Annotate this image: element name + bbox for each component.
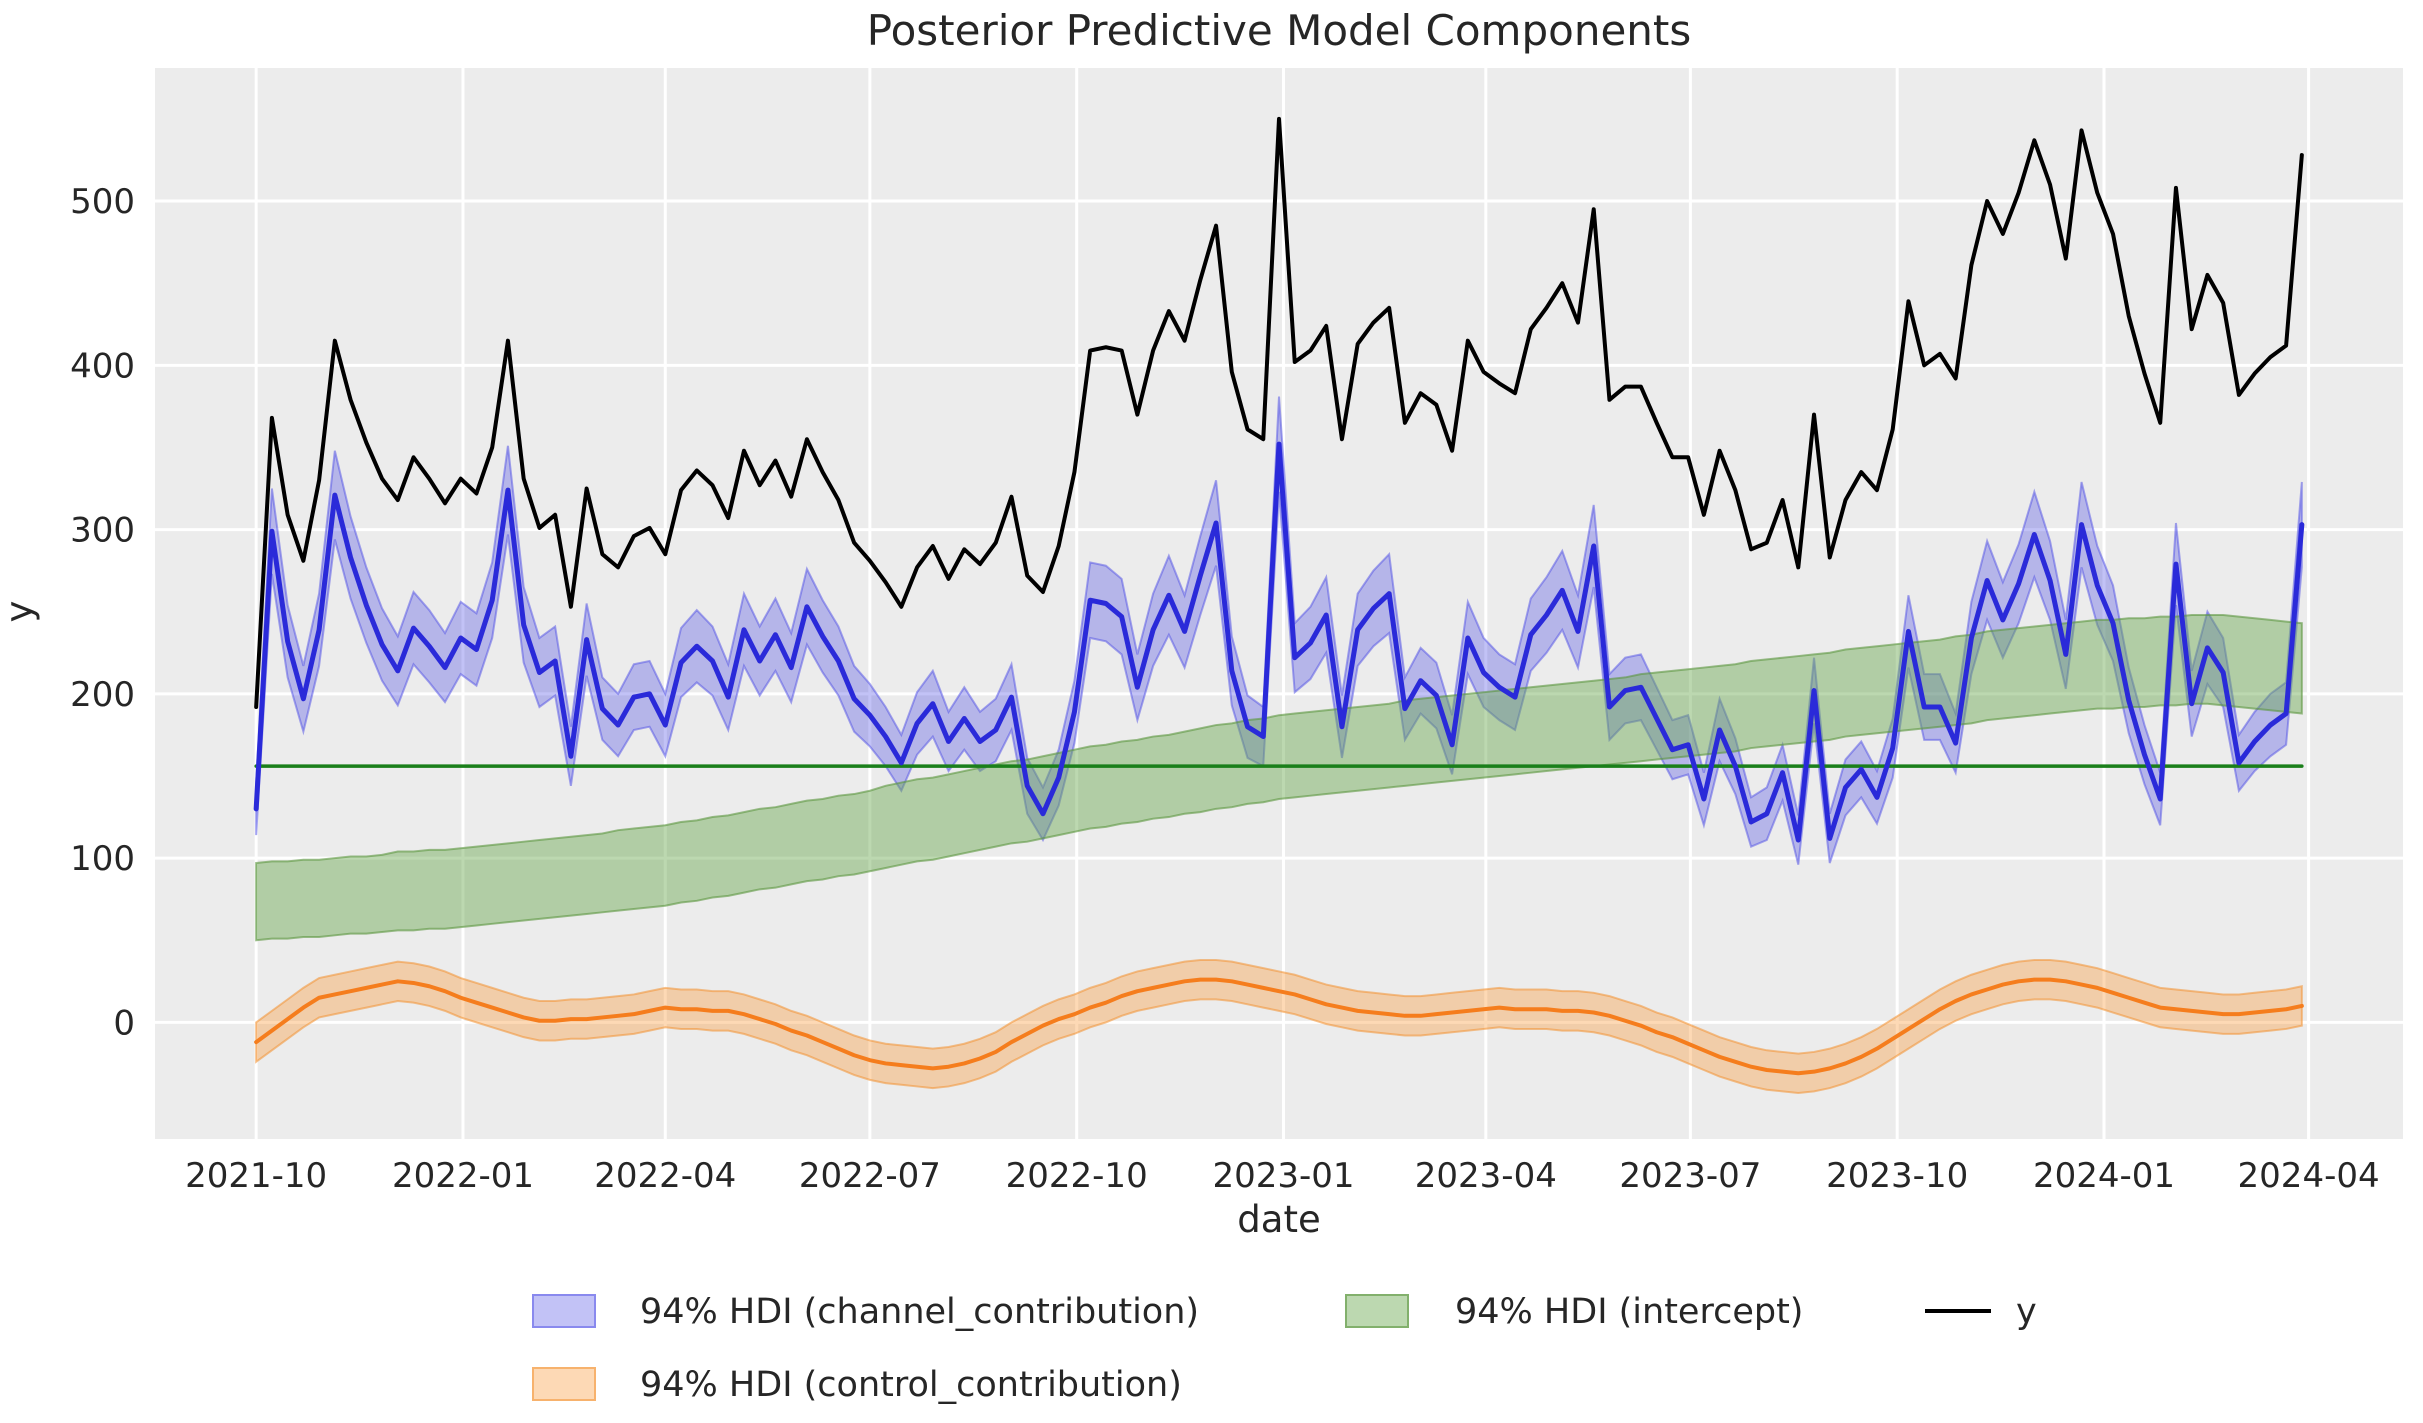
- x-tick-label: 2021-10: [185, 1156, 327, 1196]
- x-tick-label: 2023-07: [1619, 1156, 1761, 1196]
- y-axis-tick-labels: 0 100 200 300 400 500: [70, 182, 135, 1043]
- legend-label-channel: 94% HDI (channel_contribution): [640, 1292, 1200, 1332]
- y-tick-label: 100: [70, 839, 135, 879]
- y-tick-label: 300: [70, 511, 135, 551]
- x-tick-label: 2022-07: [799, 1156, 941, 1196]
- x-axis-tick-labels: 2021-10 2022-01 2022-04 2022-07 2022-10 2023-…: [185, 1156, 2379, 1196]
- legend-swatch-intercept: [1345, 1294, 1409, 1328]
- legend-swatch-control: [532, 1367, 596, 1401]
- legend-label-y: y: [2016, 1292, 2037, 1332]
- legend-label-control: 94% HDI (control_contribution): [640, 1365, 1182, 1405]
- y-tick-label: 200: [70, 675, 135, 715]
- x-tick-label: 2023-10: [1826, 1156, 1968, 1196]
- x-axis-label: date: [1237, 1198, 1321, 1241]
- y-tick-label: 400: [70, 346, 135, 386]
- y-observed-line: [254, 116, 2304, 709]
- legend-label-intercept: 94% HDI (intercept): [1455, 1292, 1804, 1332]
- y-axis-label: y: [0, 600, 41, 623]
- x-tick-label: 2024-01: [2033, 1156, 2175, 1196]
- channel-contribution-line: [253, 441, 2305, 843]
- x-tick-label: 2022-04: [594, 1156, 736, 1196]
- y-tick-label: 500: [70, 182, 135, 222]
- chart-title: Posterior Predictive Model Components: [866, 6, 1692, 55]
- series-lines: [253, 116, 2305, 1076]
- control-contribution-line: [254, 977, 2304, 1076]
- y-tick-label: 0: [113, 1003, 135, 1043]
- intercept-hdi-band: [255, 613, 2303, 942]
- x-tick-label: 2023-04: [1415, 1156, 1557, 1196]
- x-tick-label: 2024-04: [2238, 1156, 2380, 1196]
- x-tick-label: 2022-10: [1006, 1156, 1148, 1196]
- gridlines: [155, 68, 2403, 1139]
- x-tick-label: 2023-01: [1212, 1156, 1354, 1196]
- legend-swatch-channel: [532, 1294, 596, 1328]
- control-hdi-band: [255, 958, 2303, 1095]
- x-tick-label: 2022-01: [392, 1156, 534, 1196]
- legend-swatch-y-line: [1925, 1309, 1991, 1313]
